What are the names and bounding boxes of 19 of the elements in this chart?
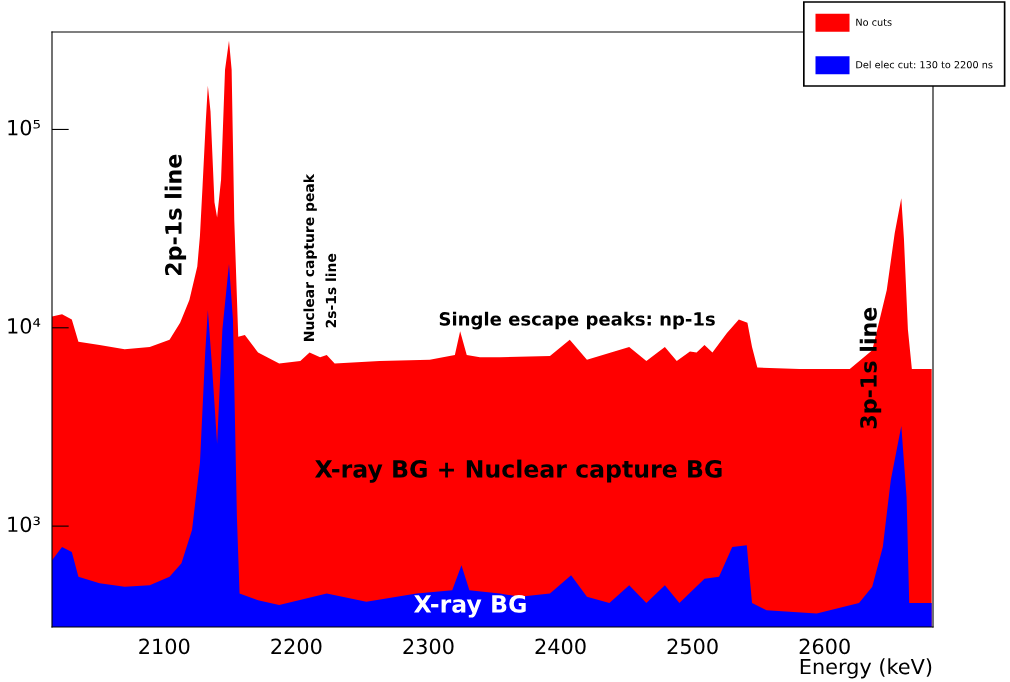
- legend-label: No cuts: [856, 18, 892, 26]
- annotation: 2p-1s line: [164, 154, 187, 276]
- y-tick-label: 10³: [8, 516, 40, 533]
- legend-label: Del elec cut: 130 to 2200 ns: [856, 60, 993, 69]
- y-tick-label: 10⁴: [8, 318, 41, 334]
- x-tick-label: 2300: [403, 638, 454, 655]
- annotation: Single escape peaks: np-1s: [439, 311, 715, 330]
- annotation: X-ray BG + Nuclear capture BG: [314, 459, 722, 483]
- x-tick-label: 2500: [667, 638, 718, 655]
- y-tick-label: 10⁵: [8, 119, 40, 136]
- x-axis-title: Energy (keV): [800, 658, 932, 679]
- x-tick-label: 2400: [535, 638, 586, 655]
- annotation: X-ray BG: [413, 594, 526, 618]
- annotation: Nuclear capture peak: [303, 173, 317, 341]
- x-tick-label: 2100: [139, 638, 190, 655]
- x-tick-label: 2600: [799, 638, 850, 655]
- x-tick-label: 2200: [271, 638, 322, 655]
- annotation: 2s-1s line: [325, 253, 337, 328]
- annotation: 3p-1s line: [859, 307, 882, 429]
